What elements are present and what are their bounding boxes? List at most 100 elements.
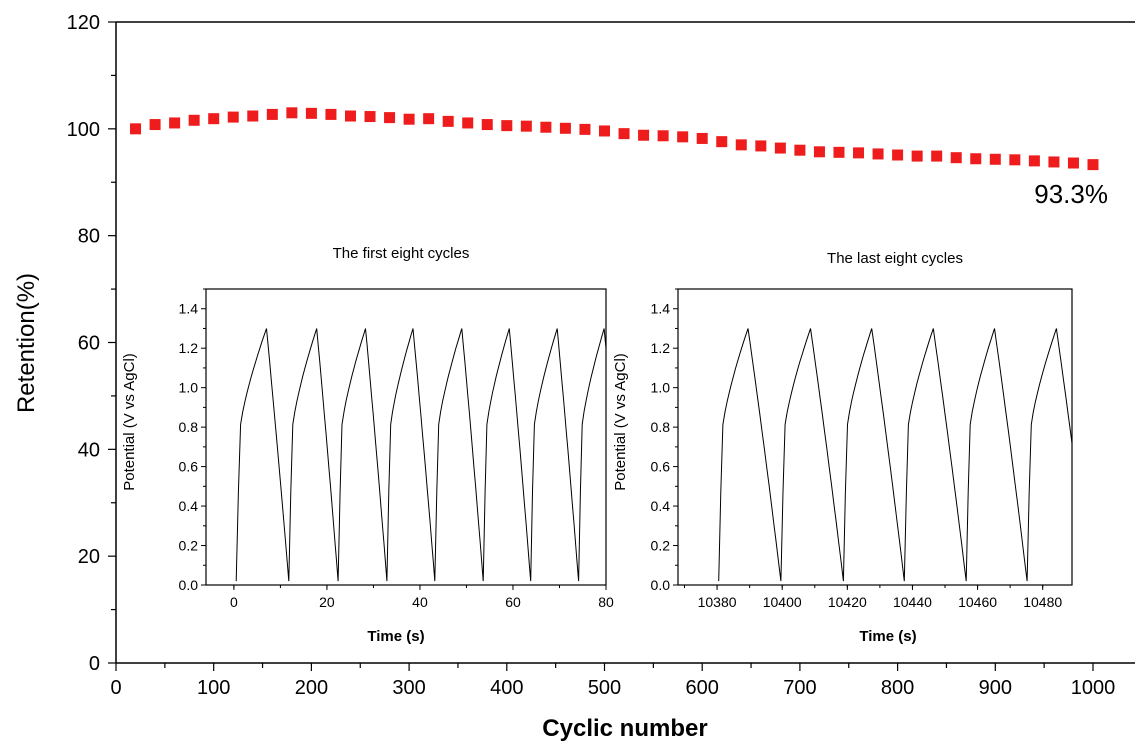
retention-point [872,148,884,160]
inset-x-tick-label: 10480 [1023,594,1062,610]
final-retention-annotation: 93.3% [1034,179,1108,209]
retention-point [403,113,415,125]
inset-x-tick-label: 10400 [763,594,802,610]
inset-last-frame [677,288,1073,586]
main-x-tick-label: 800 [881,677,914,699]
retention-point [462,117,474,129]
main-y-tick-label: 120 [67,12,100,34]
inset-first-frame [205,288,607,586]
inset-x-tick-label: 80 [598,594,614,610]
inset-first-ticks: 0 20 40 60 80 0.0 0.2 0.4 0.6 0.8 1.0 1.2 1.4 [179,288,614,610]
retention-point [286,107,298,119]
retention-point [1087,159,1099,171]
main-x-tick-label: 500 [588,677,621,699]
main-x-tick-label: 1000 [1071,677,1116,699]
retention-point [931,150,943,162]
main-x-tick-label: 0 [110,677,121,699]
retention-point [794,144,806,156]
inset-y-tick-label: 1.0 [179,380,199,396]
inset-x-tick-label: 20 [319,594,335,610]
retention-markers [130,107,1099,171]
retention-point [618,128,630,140]
inset-y-tick-label: 0.8 [179,419,199,435]
inset-x-tick-label: 10420 [828,594,867,610]
main-x-tick-label: 400 [490,677,523,699]
retention-point [970,153,982,165]
inset-last-curve [718,328,1072,582]
retention-point [813,146,825,158]
inset-y-tick-label: 1.0 [651,380,671,396]
inset-y-tick-label: 0.2 [179,538,199,554]
retention-point [130,123,142,135]
main-x-tick-label: 700 [783,677,816,699]
retention-point [188,114,200,126]
retention-point [853,147,865,159]
potential-curve [235,328,606,582]
inset-first-y-title: Potential (V vs AgCl) [121,353,138,491]
main-x-tick-label: 200 [295,677,328,699]
inset-first-title: The first eight cycles [333,245,470,262]
main-y-tick-label: 80 [78,226,100,248]
retention-point [481,119,493,131]
inset-x-tick-label: 10460 [958,594,997,610]
inset-y-tick-label: 1.2 [651,340,671,356]
retention-point [208,113,220,125]
main-ticks: 0 100 200 300 400 500 600 700 800 900 100002040608… [67,12,1116,699]
retention-point [305,107,317,119]
retention-point [442,115,454,127]
retention-point [169,117,181,129]
main-y-tick-label: 20 [78,546,100,568]
retention-point [774,142,786,154]
retention-point [247,110,259,122]
potential-curve [718,328,1072,582]
inset-first-eight-cycles: The first eight cycles Time (s) Potentia… [121,245,614,645]
retention-point [892,149,904,161]
main-y-axis-title: Retention(%) [13,273,40,413]
inset-y-tick-label: 0.6 [179,459,199,475]
retention-point [579,123,591,135]
inset-y-tick-label: 0.8 [651,419,671,435]
retention-point [1009,154,1021,166]
retention-point [520,120,532,132]
inset-y-tick-label: 0.6 [651,459,671,475]
retention-point [325,108,337,120]
inset-last-eight-cycles: The last eight cycles Time (s) Potential… [612,250,1073,645]
inset-x-tick-label: 10440 [893,594,932,610]
inset-y-tick-label: 1.4 [179,301,199,317]
inset-y-tick-label: 1.2 [179,340,199,356]
retention-point [677,131,689,143]
retention-point [911,150,923,162]
main-y-tick-label: 60 [78,333,100,355]
retention-point [989,153,1001,165]
retention-point [950,152,962,164]
inset-x-tick-label: 10380 [698,594,737,610]
retention-point [1067,157,1079,169]
retention-point [540,121,552,133]
main-y-tick-label: 100 [67,119,100,141]
inset-y-tick-label: 0.0 [651,577,671,593]
retention-point [1028,155,1040,167]
retention-point [227,111,239,123]
main-plot-area: 0 100 200 300 400 500 600 700 800 900 100002040608… [13,12,1135,742]
inset-last-x-title: Time (s) [859,628,916,645]
main-x-tick-label: 300 [392,677,425,699]
inset-last-ticks: 10380 10400 10420 10440 10460 10480 0.0 0.2 0.4 0… [651,288,1062,610]
retention-point [344,110,356,122]
inset-first-x-title: Time (s) [367,628,424,645]
main-x-tick-label: 100 [197,677,230,699]
main-x-tick-label: 600 [686,677,719,699]
retention-point [266,108,278,120]
inset-last-title: The last eight cycles [827,250,963,267]
inset-y-tick-label: 0.4 [179,498,199,514]
retention-point [599,125,610,137]
inset-x-tick-label: 0 [230,594,238,610]
inset-y-tick-label: 0.4 [651,498,671,514]
inset-x-tick-label: 60 [505,594,521,610]
retention-point [657,130,669,142]
inset-x-tick-label: 40 [412,594,428,610]
main-y-tick-label: 40 [78,439,100,461]
retention-point [384,112,396,124]
inset-y-tick-label: 1.4 [651,301,671,317]
retention-point [833,146,845,158]
